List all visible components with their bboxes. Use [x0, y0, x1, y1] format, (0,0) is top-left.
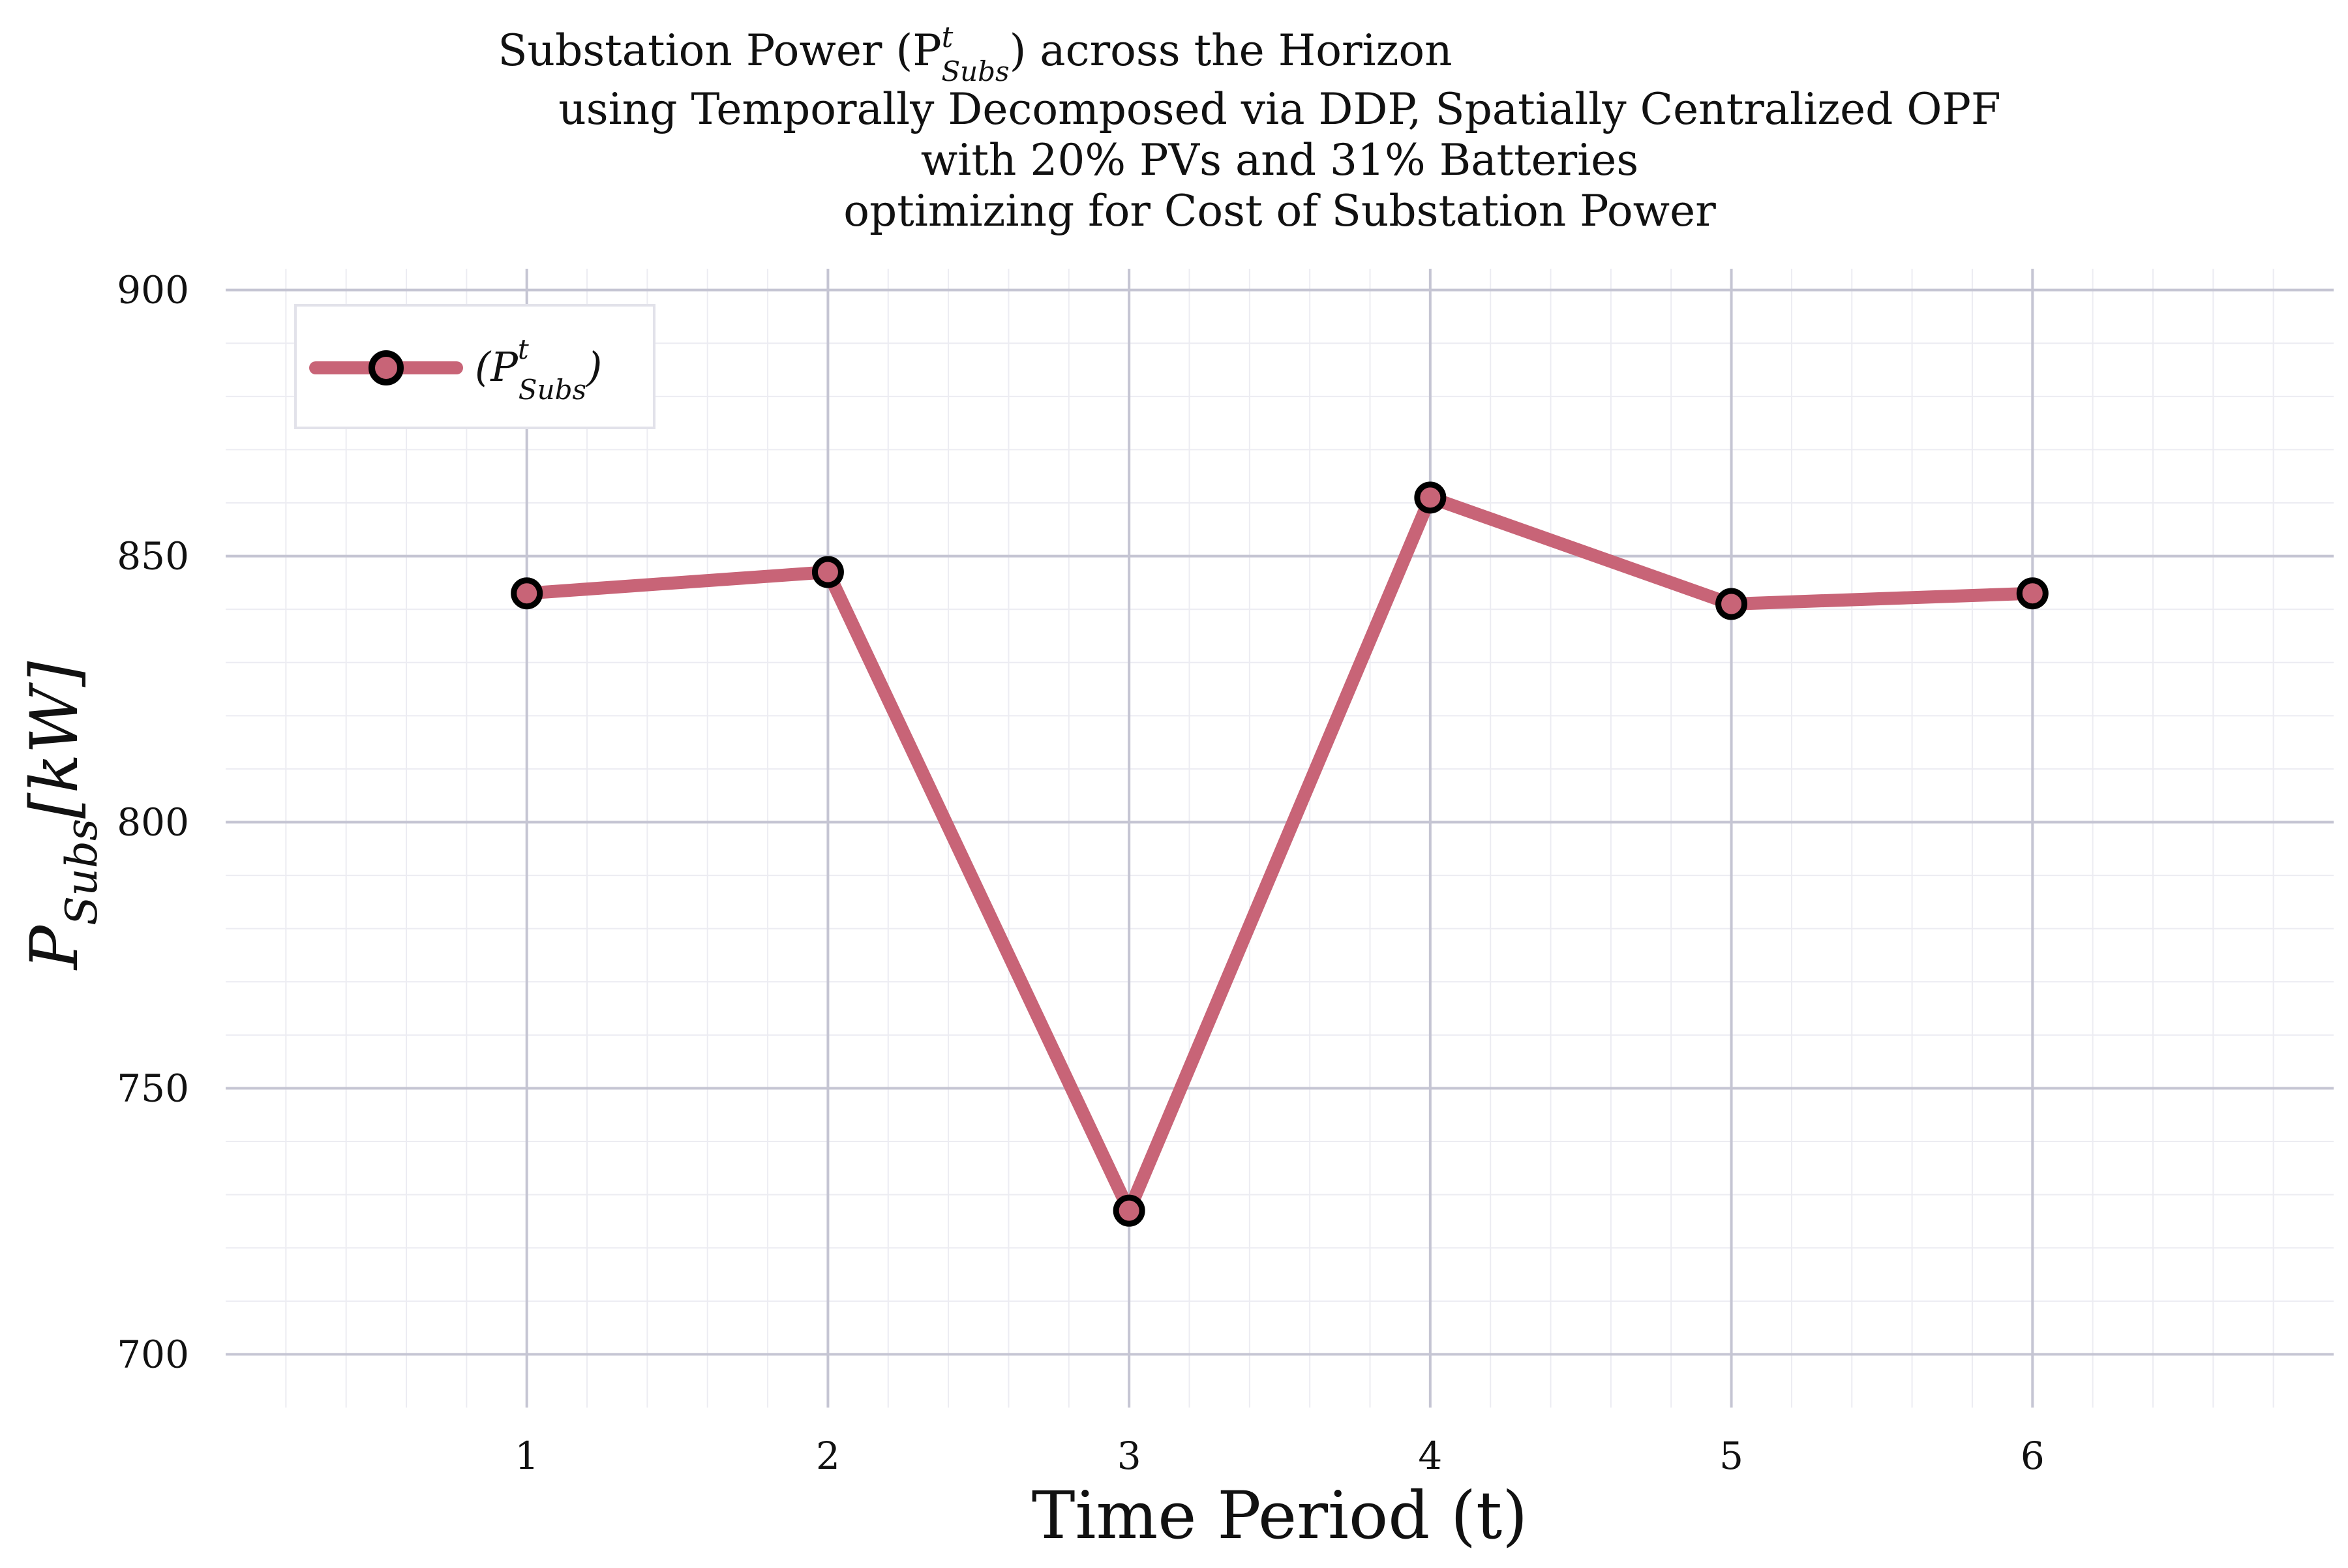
- major-grid: [226, 269, 2334, 1408]
- y-tick-label: 850: [117, 534, 189, 579]
- data-point: [2016, 577, 2049, 610]
- y-tick-label: 800: [117, 800, 189, 845]
- x-tick-label: 4: [1418, 1434, 1442, 1478]
- x-tick-label: 3: [1117, 1434, 1141, 1478]
- y-tick-labels: 700 750 800 850 900: [117, 268, 189, 1377]
- data-point: [1414, 481, 1447, 514]
- y-tick-label: 900: [117, 268, 189, 312]
- data-point: [1715, 588, 1748, 620]
- x-axis-label: Time Period (t): [1032, 1477, 1528, 1554]
- minor-grid: [226, 269, 2334, 1408]
- chart-title: Substation Power (Pt Subs) across the Hor…: [498, 21, 2000, 236]
- x-tick-labels: 1 2 3 4 5 6: [515, 1434, 2044, 1478]
- y-tick-label: 700: [117, 1332, 189, 1376]
- series-layer: [511, 481, 2049, 1227]
- title-line-4: optimizing for Cost of Substation Power: [843, 186, 1716, 236]
- y-axis-label: PSubs[kW]: [16, 661, 107, 971]
- title-line-3: with 20% PVs and 31% Batteries: [921, 135, 1639, 185]
- data-point: [1113, 1194, 1145, 1227]
- x-tick-label: 6: [2021, 1434, 2045, 1478]
- x-tick-label: 5: [1719, 1434, 1743, 1478]
- data-point: [811, 556, 844, 588]
- x-tick-label: 1: [515, 1434, 539, 1478]
- x-tick-label: 2: [816, 1434, 840, 1478]
- title-line-2: using Temporally Decomposed via DDP, Spa…: [558, 84, 2000, 134]
- legend-label: (Pt Subs): [475, 333, 602, 406]
- legend: (Pt Subs): [294, 304, 655, 429]
- legend-marker-sample: [369, 350, 404, 385]
- data-point: [511, 577, 543, 610]
- y-tick-label: 750: [117, 1066, 189, 1110]
- title-line-1: Substation Power (Pt Subs) across the Hor…: [498, 21, 1452, 87]
- series-line: [520, 489, 2039, 1227]
